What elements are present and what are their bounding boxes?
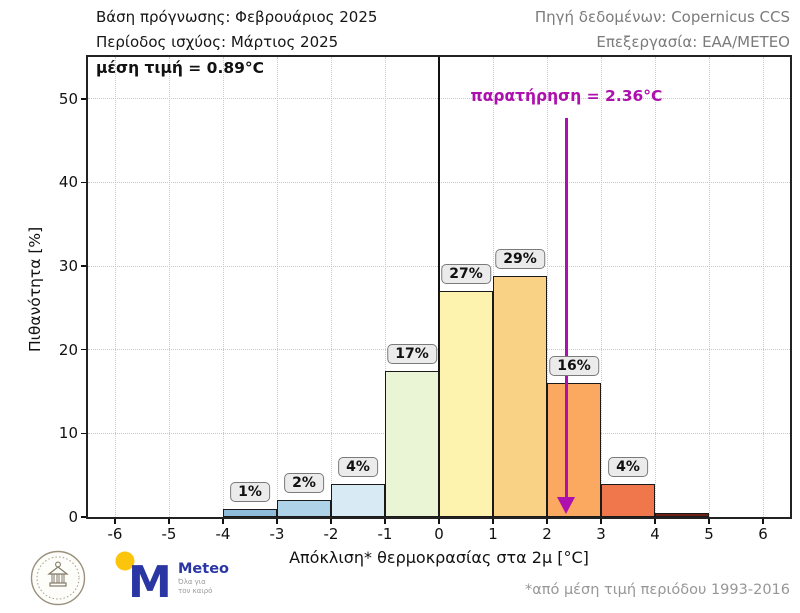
bar-value-label: 16% — [549, 356, 599, 377]
x-axis-tick — [222, 519, 224, 524]
histogram-bar — [655, 512, 709, 517]
observatory-seal-icon — [30, 550, 86, 606]
gridline-vertical — [114, 57, 116, 517]
header-right: Πηγή δεδομένων: Copernicus CCS Επεξεργασ… — [535, 5, 790, 55]
x-axis-tick-label: 4 — [650, 525, 660, 543]
x-axis-tick — [276, 519, 278, 524]
gridline-vertical — [546, 57, 548, 517]
x-axis-tick-label: 5 — [704, 525, 714, 543]
histogram-bar — [223, 508, 277, 517]
x-axis-tick-label: -3 — [269, 525, 285, 543]
observation-annotation: παρατήρηση = 2.36°C — [470, 87, 663, 105]
x-axis-tick-label: 6 — [758, 525, 768, 543]
x-axis-tick-label: 3 — [596, 525, 606, 543]
meteo-logo-name: Meteo — [178, 561, 229, 577]
data-source-text: Πηγή δεδομένων: Copernicus CCS — [534, 8, 790, 26]
x-axis-tick — [546, 519, 548, 524]
x-axis-tick — [438, 519, 440, 524]
svg-text:M: M — [128, 557, 172, 606]
bar-value-label: 4% — [338, 456, 378, 477]
bar-value-label: 2% — [284, 473, 324, 494]
y-axis-tick-label: 50 — [58, 89, 78, 108]
forecast-base-text: Βάση πρόγνωσης: Φεβρουάριος 2025 — [96, 8, 378, 26]
plot-area: μέση τιμή = 0.89°C παρατήρηση = 2.36°C 1… — [86, 55, 792, 519]
bar-value-label: 27% — [441, 264, 491, 285]
x-axis-tick — [708, 519, 710, 524]
x-axis-tick — [384, 519, 386, 524]
bar-value-label: 4% — [608, 456, 648, 477]
gridline-vertical — [168, 57, 170, 517]
footer-logos: M Meteo Όλα για τον καιρό — [30, 550, 234, 606]
header-left: Βάση πρόγνωσης: Φεβρουάριος 2025 Περίοδο… — [96, 5, 377, 55]
x-axis-tick — [762, 519, 764, 524]
bar-value-label: 29% — [495, 249, 545, 270]
gridline-vertical — [654, 57, 656, 517]
meteo-logo: M Meteo Όλα για τον καιρό — [115, 551, 229, 606]
bar-value-label: 17% — [387, 344, 437, 365]
x-axis-tick-label: 0 — [434, 525, 444, 543]
x-axis-tick — [114, 519, 116, 524]
x-axis-tick-label: -5 — [161, 525, 177, 543]
gridline-vertical — [762, 57, 764, 517]
y-axis-tick — [81, 265, 86, 267]
y-axis-tick-label: 10 — [58, 424, 78, 443]
x-axis-tick-label: -1 — [377, 525, 393, 543]
y-axis-tick-label: 0 — [68, 508, 78, 526]
mean-annotation: μέση τιμή = 0.89°C — [96, 59, 265, 77]
valid-period-text: Περίοδος ισχύος: Μάρτιος 2025 — [96, 33, 339, 51]
histogram-bar — [547, 383, 601, 517]
x-axis-tick — [168, 519, 170, 524]
x-axis-tick-label: -4 — [215, 525, 231, 543]
bar-value-label: 1% — [230, 481, 270, 502]
y-axis-tick — [81, 432, 86, 435]
histogram-bar — [277, 500, 331, 517]
y-axis-tick-label: 40 — [58, 173, 78, 192]
x-axis-tick-label: -2 — [323, 525, 339, 543]
zero-reference-line — [438, 57, 440, 517]
meteo-sun-icon — [115, 551, 135, 571]
x-axis-tick-label: -6 — [107, 525, 123, 543]
y-axis-tick — [81, 516, 86, 518]
observation-arrow-head-icon — [557, 497, 576, 514]
x-axis-tick-label: 2 — [542, 525, 552, 543]
x-axis-tick-label: 1 — [488, 525, 498, 543]
processing-credit-text: Επεξεργασία: ΕΑΑ/ΜΕΤΕΟ — [596, 33, 790, 51]
histogram-bar — [331, 483, 385, 517]
gridline-vertical — [330, 57, 332, 517]
x-axis-title: Απόκλιση* θερμοκρασίας στα 2μ [°C] — [289, 548, 589, 567]
observation-arrow-line — [564, 118, 568, 498]
histogram-bar — [439, 291, 493, 517]
y-axis-tick — [81, 348, 86, 351]
y-axis-tick-label: 20 — [58, 340, 78, 359]
gridline-vertical — [384, 57, 386, 517]
svg-text:τον καιρό: τον καιρό — [178, 587, 212, 595]
x-axis-tick — [600, 519, 602, 524]
gridline-vertical — [708, 57, 710, 517]
gridline-vertical — [276, 57, 278, 517]
footnote-text: *από μέση τιμή περιόδου 1993-2016 — [524, 582, 790, 598]
x-axis-tick — [492, 519, 494, 524]
histogram-bar — [385, 371, 439, 517]
svg-text:Όλα για: Όλα για — [177, 578, 206, 586]
x-axis-tick — [654, 519, 656, 524]
y-axis-tick — [81, 181, 86, 184]
y-axis-tick-label: 30 — [58, 257, 78, 276]
x-axis-tick — [330, 519, 332, 524]
histogram-bar — [493, 276, 547, 517]
histogram-bar — [601, 483, 655, 517]
gridline-vertical — [600, 57, 602, 517]
gridline-vertical — [222, 57, 224, 517]
y-axis-title: Πιθανότητα [%] — [26, 226, 44, 352]
y-axis-tick — [81, 98, 86, 100]
